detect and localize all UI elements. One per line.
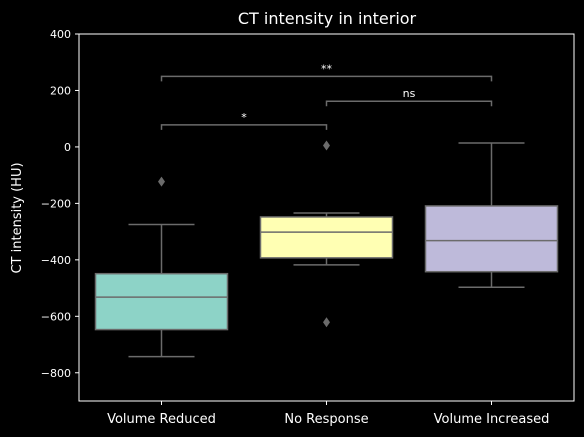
outlier-point [323,140,330,151]
y-axis-label: CT intensity (HU) [10,162,25,273]
box-iqr [94,272,229,331]
x-tick-label: Volume Reduced [107,412,216,427]
box-iqr [424,205,559,273]
significance-bracket [160,124,328,130]
significance-label: ** [321,62,333,75]
y-tick-label: −200 [41,197,71,210]
x-tick-label: Volume Increased [434,412,550,427]
y-tick-label: 0 [64,141,71,154]
significance-label: * [241,111,247,124]
outlier-point [158,176,165,187]
y-tick-label: −400 [41,254,71,267]
chart-title: CT intensity in interior [238,9,417,28]
significance-bracket [325,100,493,107]
x-tick-label: No Response [284,412,368,427]
y-tick-label: −800 [41,367,71,380]
y-tick-label: 200 [50,84,71,97]
plot-area: 400 200 0 −200 −400 −600 −800 Volume Reduced No … [41,28,559,427]
significance-bracket [160,75,493,82]
axes-frame [78,33,575,402]
outlier-point [323,317,330,328]
y-tick-label: −600 [41,310,71,323]
y-tick-label: 400 [50,28,71,41]
box-iqr [259,216,394,259]
significance-label: ns [403,87,416,100]
